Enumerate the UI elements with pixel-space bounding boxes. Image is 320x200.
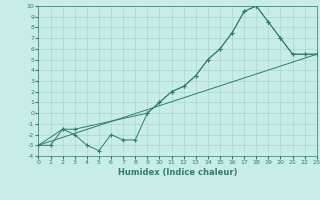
- X-axis label: Humidex (Indice chaleur): Humidex (Indice chaleur): [118, 168, 237, 177]
